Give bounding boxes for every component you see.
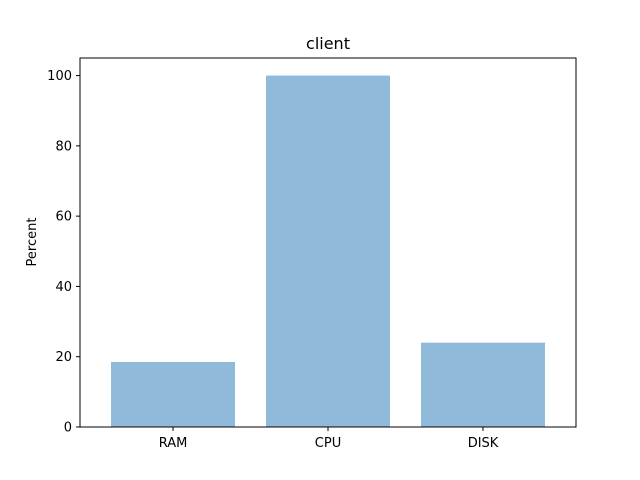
y-tick-label: 40 [55, 280, 72, 295]
y-tick-label: 100 [47, 69, 72, 84]
bar-ram [111, 361, 235, 427]
y-tick-label: 80 [55, 139, 72, 154]
x-tick-label: RAM [159, 436, 188, 451]
bar-disk [421, 342, 545, 427]
x-tick-label: DISK [468, 436, 499, 451]
chart-title: client [306, 34, 350, 53]
y-axis-label: Percent [25, 218, 40, 267]
plot-frame [79, 57, 577, 428]
x-tick-label: CPU [315, 436, 341, 451]
x-axis-ticks: RAM CPU DISK [159, 427, 499, 451]
y-axis-ticks: 0 20 40 60 80 100 [47, 69, 80, 436]
y-tick-label: 20 [55, 350, 72, 365]
bar-cpu [266, 75, 390, 428]
y-tick-label: 60 [55, 210, 72, 225]
bars-group [111, 75, 545, 428]
y-tick-label: 0 [64, 421, 72, 436]
